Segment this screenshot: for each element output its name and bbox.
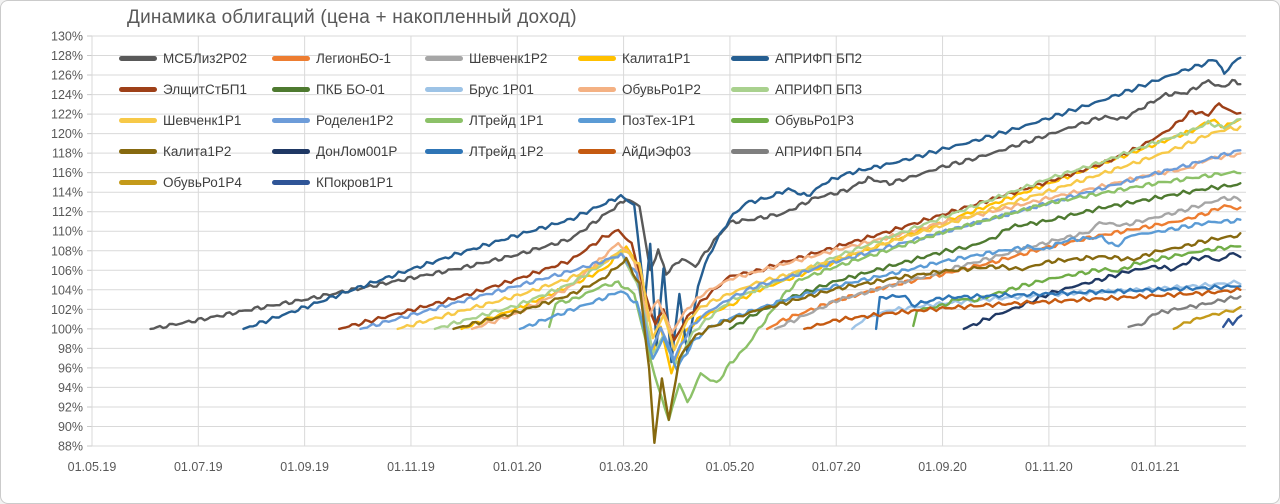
y-axis-tick-label: 116% [52, 166, 83, 180]
y-axis-tick-label: 118% [52, 147, 83, 161]
series-line [452, 232, 1242, 444]
y-axis-tick-label: 100% [51, 322, 83, 336]
y-axis-tick-label: 110% [52, 225, 83, 239]
series-line [1127, 295, 1242, 329]
y-axis-tick-label: 124% [51, 88, 83, 102]
series-line [1222, 314, 1243, 329]
series-line [338, 102, 1242, 342]
series-line [773, 195, 1242, 331]
y-axis-tick-label: 108% [51, 244, 83, 258]
x-axis-tick-label: 01.11.20 [1025, 460, 1073, 474]
y-axis-tick-label: 96% [58, 361, 83, 375]
x-axis-tick-label: 01.09.19 [280, 460, 329, 474]
y-axis-tick-label: 94% [58, 381, 83, 395]
series-line [728, 182, 1242, 331]
y-axis-tick-label: 112% [52, 205, 83, 219]
series-line [1172, 305, 1242, 331]
x-axis-tick-label: 01.05.20 [706, 460, 755, 474]
y-axis-tick-label: 106% [51, 264, 83, 278]
x-axis-tick-label: 01.07.20 [812, 460, 861, 474]
y-axis-tick-label: 104% [51, 283, 83, 297]
series-line [803, 286, 1242, 331]
y-axis-tick-label: 126% [51, 69, 83, 83]
series-line [470, 152, 1242, 335]
y-axis-tick-label: 114% [52, 186, 83, 200]
y-axis-tick-label: 88% [58, 440, 83, 454]
x-axis-tick-label: 01.11.19 [387, 460, 435, 474]
x-axis-tick-label: 01.01.20 [493, 460, 542, 474]
series-line [765, 204, 1242, 331]
x-axis-tick-label: 01.05.19 [68, 460, 117, 474]
y-axis-tick-label: 92% [58, 400, 83, 414]
series-line [962, 252, 1242, 331]
y-axis-tick-label: 102% [51, 303, 83, 317]
y-axis-tick-label: 90% [58, 420, 83, 434]
series-line [396, 125, 1242, 352]
x-axis-tick-label: 01.09.20 [918, 460, 967, 474]
x-axis-tick-label: 01.07.19 [174, 460, 223, 474]
x-axis-tick-label: 01.03.20 [599, 460, 648, 474]
y-axis-tick-label: 128% [51, 49, 83, 63]
series-line [912, 244, 1242, 328]
y-axis-tick-label: 130% [51, 30, 83, 44]
series-line [874, 284, 1242, 331]
series-line [242, 56, 1242, 364]
series-line [359, 149, 1242, 362]
y-axis-tick-label: 122% [51, 108, 83, 122]
series-line [149, 78, 1242, 331]
series-line [518, 217, 1242, 371]
series-line [433, 118, 1242, 365]
y-axis-tick-label: 120% [51, 127, 83, 141]
x-axis-tick-label: 01.01.21 [1131, 460, 1180, 474]
y-axis-tick-label: 98% [58, 342, 83, 356]
chart-title: Динамика облигаций (цена + накопленный д… [127, 7, 577, 28]
